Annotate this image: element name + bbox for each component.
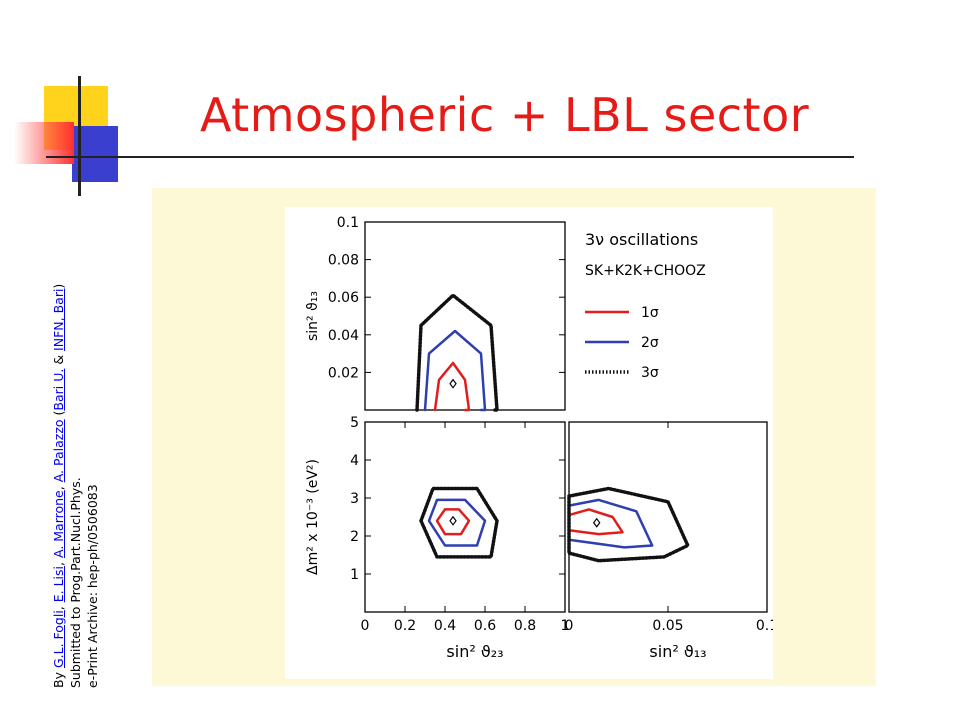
author-link-fogli[interactable]: G.L. Fogli <box>51 610 66 669</box>
y-axis-label-top: sin² ϑ₁₃ <box>305 291 321 341</box>
x-tick-label-bottom-right: 0.05 <box>652 618 683 634</box>
author-credit: By G.L. Fogli, E. Lisi, A. Marrone, A. P… <box>50 168 101 688</box>
y-axis-label-bottom-left: Δm² x 10⁻³ (eV²) <box>305 459 321 575</box>
legend-label-3sigma: 3σ <box>641 365 659 381</box>
contour-2sigma-bottom-left <box>427 498 487 547</box>
x-tick-label-bottom-left: 0.4 <box>434 618 456 634</box>
legend-label-2sigma: 2σ <box>641 335 659 351</box>
credit-authors-line: By G.L. Fogli, E. Lisi, A. Marrone, A. P… <box>51 283 66 688</box>
y-tick-label-bottom-left: 2 <box>350 529 359 545</box>
y-tick-label-bottom-left: 1 <box>350 567 359 583</box>
y-tick-label-top: 0.02 <box>328 365 359 381</box>
best-fit-point-top <box>449 378 457 389</box>
author-link-marrone[interactable]: A. Marrone <box>51 490 66 559</box>
x-axis-label-bottom-right: sin² ϑ₁₃ <box>649 642 706 661</box>
decor-vertical-line <box>78 76 81 196</box>
contour-plots-svg: 0.02 0.04 0.06 0.08 0.1 sin² ϑ₁₃ 3ν oscillatio… <box>305 215 778 661</box>
x-tick-label-bottom-left: 0.8 <box>514 618 536 634</box>
contour-2sigma-bottom-right <box>567 498 654 549</box>
x-tick-label-bottom-right: 0 <box>565 618 574 634</box>
y-tick-label-top: 0.08 <box>328 253 359 269</box>
legend-subtitle: SK+K2K+CHOOZ <box>585 263 706 279</box>
best-fit-point-bottom-left <box>449 515 457 526</box>
y-tick-label-top: 0.04 <box>328 328 359 344</box>
contour-3sigma-bottom-left <box>419 486 499 559</box>
x-tick-label-bottom-left: 0 <box>361 618 370 634</box>
contour-2sigma-top <box>423 329 487 412</box>
best-fit-point-bottom-right <box>592 517 601 528</box>
title-underline <box>46 156 854 158</box>
x-tick-label-bottom-left: 0.6 <box>474 618 496 634</box>
credit-eprint-line: e-Print Archive: hep-ph/0506083 <box>85 484 100 688</box>
plot-frame-bottom-left <box>364 421 566 613</box>
x-tick-label-bottom-left: 0.2 <box>394 618 416 634</box>
y-tick-label-bottom-left: 5 <box>350 415 359 431</box>
contour-1sigma-top <box>433 361 471 412</box>
contour-1sigma-bottom-left <box>435 508 471 536</box>
y-tick-label-top: 0.06 <box>328 290 359 306</box>
credit-prefix: By <box>51 668 66 688</box>
oscillation-figure: 0.02 0.04 0.06 0.08 0.1 sin² ϑ₁₃ 3ν oscillatio… <box>285 207 778 679</box>
y-tick-label-bottom-left: 4 <box>350 453 359 469</box>
author-link-lisi[interactable]: E. Lisi <box>51 565 66 603</box>
slide-title: Atmospheric + LBL sector <box>200 88 810 142</box>
x-tick-label-bottom-right: 0.1 <box>756 618 773 634</box>
contour-1sigma-bottom-right <box>567 508 624 536</box>
legend-title: 3ν oscillations <box>585 230 698 249</box>
x-tick-label-bottom-left: 1 <box>561 618 570 634</box>
x-axis-label-bottom-left: sin² ϑ₂₃ <box>446 642 503 661</box>
affiliation-link-infn-bari[interactable]: INFN, Bari <box>51 288 66 351</box>
y-tick-label-bottom-left: 3 <box>350 491 359 507</box>
legend-label-1sigma: 1σ <box>641 305 659 321</box>
author-link-palazzo[interactable]: A. Palazzo <box>51 419 66 483</box>
contour-3sigma-bottom-right <box>567 486 690 563</box>
y-tick-label-top: 0.1 <box>337 215 359 231</box>
credit-submission-line: Submitted to Prog.Part.Nucl.Phys. <box>68 477 83 688</box>
contour-3sigma-top <box>415 293 499 412</box>
affiliation-link-bari-u[interactable]: Bari U. <box>51 368 66 411</box>
plot-frame-bottom-right <box>568 421 768 613</box>
